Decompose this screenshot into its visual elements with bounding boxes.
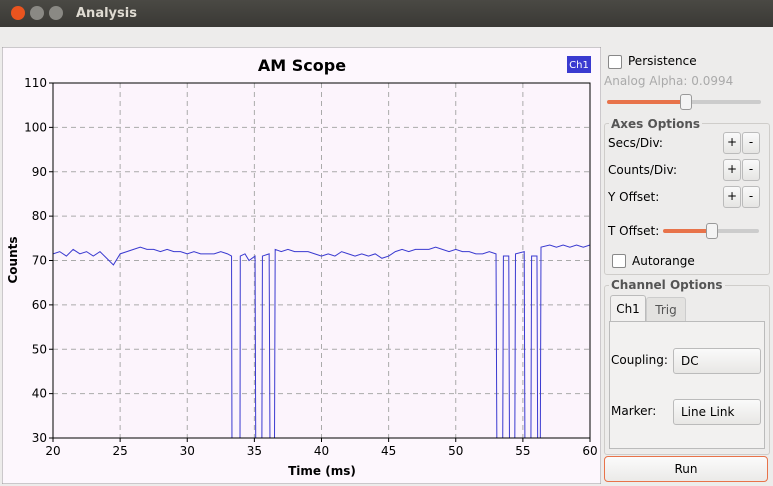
x-tick-label: 30	[180, 444, 195, 458]
x-tick-label: 35	[247, 444, 262, 458]
title-bar: Analysis	[0, 0, 773, 27]
plus-button[interactable]: +	[723, 186, 741, 208]
t-offset-label: T Offset:	[608, 224, 660, 238]
channel-options-title: Channel Options	[609, 278, 725, 292]
y-tick-label: 30	[32, 431, 47, 445]
y-tick-label: 50	[32, 342, 47, 356]
y-tick-label: 110	[24, 76, 47, 90]
x-tick-label: 60	[582, 444, 597, 458]
y-tick-label: 70	[32, 254, 47, 268]
plus-button[interactable]: +	[723, 159, 741, 181]
minus-button[interactable]: -	[742, 186, 760, 208]
maximize-button[interactable]	[49, 6, 63, 20]
x-tick-label: 55	[515, 444, 530, 458]
tab-trig[interactable]: Trig	[646, 297, 686, 322]
autorange-checkbox[interactable]	[612, 254, 626, 268]
plot-area	[52, 82, 591, 439]
minus-button[interactable]: -	[742, 159, 760, 181]
axis-option-label: Y Offset:	[608, 190, 660, 204]
y-axis-label: Counts	[6, 236, 20, 283]
x-tick-label: 40	[314, 444, 329, 458]
coupling-label: Coupling:	[611, 353, 668, 367]
analog-alpha-label: Analog Alpha: 0.0994	[604, 74, 734, 88]
y-tick-label: 40	[32, 387, 47, 401]
x-tick-label: 20	[45, 444, 60, 458]
legend-swatch	[567, 56, 591, 73]
x-tick-label: 45	[381, 444, 396, 458]
marker-value: Line Link	[681, 405, 735, 419]
side-panel: Persistence Analog Alpha: 0.0994 Axes Op…	[601, 47, 773, 486]
series-line	[53, 244, 590, 438]
legend-label: Ch1	[569, 60, 589, 71]
y-tick-label: 100	[24, 120, 47, 134]
alpha-slider-knob[interactable]	[680, 94, 692, 110]
t-offset-knob[interactable]	[706, 223, 718, 239]
y-tick-label: 60	[32, 298, 47, 312]
tab-ch1[interactable]: Ch1	[610, 295, 646, 322]
plus-button[interactable]: +	[723, 132, 741, 154]
marker-label: Marker:	[611, 404, 657, 418]
close-button[interactable]	[11, 6, 25, 20]
chart-title: AM Scope	[258, 56, 346, 75]
x-tick-label: 50	[448, 444, 463, 458]
x-axis-label: Time (ms)	[288, 464, 356, 478]
window-title: Analysis	[76, 6, 137, 21]
axes-options-title: Axes Options	[609, 117, 703, 131]
marker-combo[interactable]: Line Link	[673, 399, 761, 425]
axis-option-label: Secs/Div:	[608, 136, 663, 150]
coupling-combo[interactable]: DC	[673, 348, 761, 374]
minimize-button[interactable]	[30, 6, 44, 20]
minus-button[interactable]: -	[742, 132, 760, 154]
persistence-label: Persistence	[628, 54, 697, 68]
persistence-checkbox[interactable]	[608, 55, 622, 69]
tab-page	[609, 321, 765, 449]
y-tick-label: 80	[32, 209, 47, 223]
coupling-value: DC	[681, 354, 699, 368]
plot-border	[52, 82, 591, 439]
autorange-label: Autorange	[632, 254, 695, 268]
x-tick-label: 25	[112, 444, 127, 458]
y-tick-label: 90	[32, 165, 47, 179]
chart: 30 40 50 60 70 80 90 100 110 20 25 30 35 40 45 50 55 60 AM…	[2, 47, 601, 484]
run-button[interactable]: Run	[604, 456, 768, 482]
axis-option-label: Counts/Div:	[608, 163, 677, 177]
